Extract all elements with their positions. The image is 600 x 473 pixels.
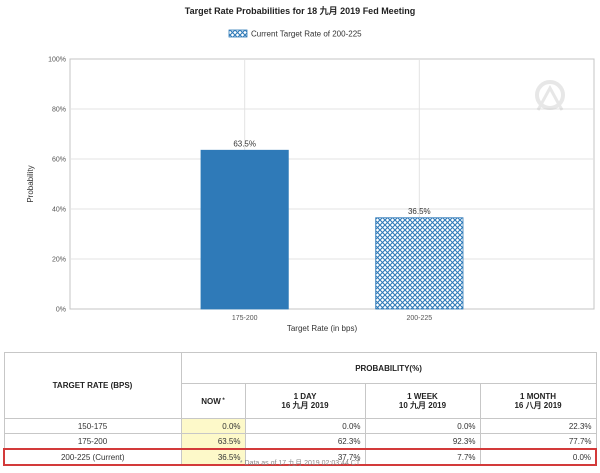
y-tick-label: 100% <box>48 57 66 64</box>
probability-cell: 92.3% <box>364 433 481 450</box>
probability-cell: 7.7% <box>364 448 481 466</box>
chart-title: Target Rate Probabilities for 18 九月 2019… <box>185 5 415 16</box>
chart-area: Target Rate Probabilities for 18 九月 2019… <box>26 5 595 333</box>
plot-area <box>69 58 595 310</box>
header-target-rate: TARGET RATE (BPS) <box>3 352 182 419</box>
table-row: 175-200 63.5% 62.3% 92.3% 77.7% <box>3 433 597 450</box>
column-header-row: NOW * 1 DAY 16 九月 2019 1 WEEK 10 九月 2019 1 MO… <box>4 383 597 419</box>
probability-cell: 63.5% <box>180 433 246 450</box>
table-row: 150-175 0.0% 0.0% 0.0% 22.3% <box>3 418 597 434</box>
column-header-1: 1 DAY 16 九月 2019 <box>244 383 366 419</box>
probability-table: TARGET RATE (BPS) PROBABILITY(%) NOW * 1 … <box>3 352 598 466</box>
row-rate-label: 150-175 <box>3 418 182 434</box>
y-tick-label: 0% <box>56 307 66 314</box>
probability-cell: 22.3% <box>479 418 597 434</box>
column-header-3: 1 MONTH 16 八月 2019 <box>479 383 597 419</box>
y-tick-label: 40% <box>52 207 66 214</box>
bar-chart: Target Rate Probabilities for 18 九月 2019… <box>26 5 595 333</box>
x-tick-labels: 175-200 200-225 <box>232 315 432 322</box>
probability-cell: 0.0% <box>479 448 598 466</box>
table-body: 150-175 0.0% 0.0% 0.0% 22.3% 175-200 63.5% 62.3… <box>3 418 598 466</box>
probability-cell: 36.5% <box>180 448 246 466</box>
column-header-2: 1 WEEK 10 九月 2019 <box>364 383 481 419</box>
legend-swatch <box>228 29 248 38</box>
header-probability: PROBABILITY(%) <box>180 352 597 384</box>
probability-cell: 62.3% <box>244 433 366 450</box>
x-tick-label: 175-200 <box>232 315 258 322</box>
bar-value-label: 63.5% <box>233 139 256 148</box>
probability-cell: 77.7% <box>479 433 597 450</box>
x-axis-label: Target Rate (in bps) <box>287 324 358 333</box>
bar-200-225[interactable] <box>375 217 464 310</box>
y-tick-label: 20% <box>52 257 66 264</box>
bar-175-200[interactable] <box>200 149 289 310</box>
row-rate-label: 175-200 <box>3 433 182 450</box>
bar-value-label: 36.5% <box>408 207 431 216</box>
y-tick-labels: 0% 20% 40% 60% 80% 100% <box>48 57 66 314</box>
data-footnote: * Data as of 17 九月 2019 02:03:44 CT <box>239 460 361 467</box>
watermark-logo <box>535 80 565 111</box>
probability-cell: 0.0% <box>364 418 481 434</box>
y-tick-label: 80% <box>52 107 66 114</box>
y-axis-label: Probability <box>26 165 35 202</box>
y-gridlines <box>70 108 594 260</box>
x-tick-label: 200-225 <box>406 315 432 322</box>
probability-cell: 0.0% <box>244 418 366 434</box>
legend-label: Current Target Rate of 200-225 <box>251 30 362 39</box>
bars <box>200 149 464 310</box>
y-tick-label: 60% <box>52 157 66 164</box>
bar-value-labels: 63.5% 36.5% <box>233 139 430 216</box>
table-row: 200-225 (Current) 36.5% 37.7% 7.7% 0.0% <box>3 448 598 466</box>
row-rate-label: 200-225 (Current) <box>3 448 182 466</box>
column-header-0: NOW * <box>180 383 246 419</box>
probability-cell: 0.0% <box>180 418 246 434</box>
